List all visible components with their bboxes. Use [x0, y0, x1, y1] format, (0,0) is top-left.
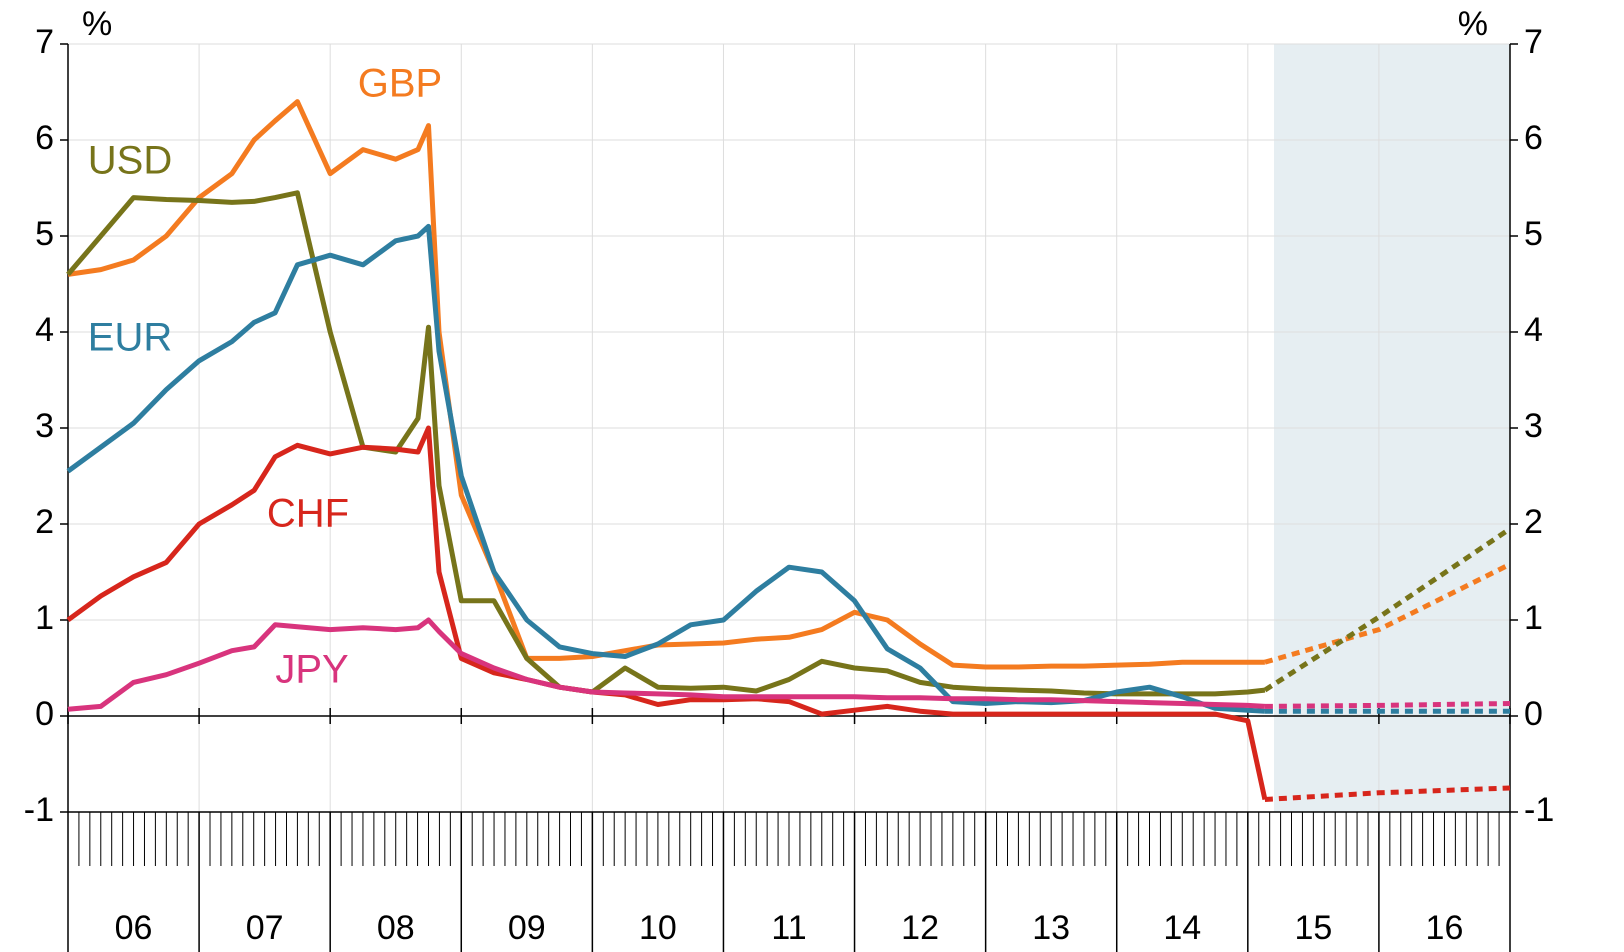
- y-tick-label: 3: [35, 407, 54, 445]
- x-tick-label: 16: [1426, 909, 1464, 947]
- y2-tick-label: 2: [1524, 503, 1543, 541]
- y-tick-label: 2: [35, 503, 54, 541]
- x-tick-label: 08: [377, 909, 415, 947]
- series-label: CHF: [267, 492, 349, 536]
- forecast-line: [1264, 562, 1512, 665]
- series-label: JPY: [275, 648, 348, 692]
- x-tick-label: 07: [246, 909, 284, 947]
- x-tick-label: 13: [1032, 909, 1070, 947]
- y-tick-label: 4: [35, 311, 54, 349]
- y-tick-label: 5: [35, 215, 54, 253]
- y-tick-label: 1: [35, 599, 54, 637]
- series-line: [66, 223, 1266, 714]
- series-line: [66, 425, 1268, 801]
- series-label: USD: [88, 139, 172, 183]
- forecast-line: [1264, 701, 1511, 709]
- x-tick-label: 11: [771, 909, 806, 947]
- y2-tick-label: 7: [1524, 23, 1543, 61]
- series-line: [67, 99, 1265, 670]
- forecast-line: [1263, 526, 1512, 693]
- y2-tick-label: 1: [1524, 599, 1543, 637]
- y2-tick-label: 0: [1524, 695, 1543, 733]
- y2-tick-label: 4: [1524, 311, 1543, 349]
- y-tick-label: -1: [24, 791, 54, 829]
- series-line: [67, 617, 1266, 712]
- forecast-line: [1264, 785, 1511, 802]
- series-label: EUR: [88, 316, 172, 360]
- y2-tick-label: 3: [1524, 407, 1543, 445]
- x-tick-label: 12: [901, 909, 939, 947]
- x-tick-label: 10: [639, 909, 677, 947]
- y-tick-label: 7: [35, 23, 54, 61]
- y2-tick-label: 6: [1524, 119, 1543, 157]
- y-unit-right: %: [1458, 5, 1488, 43]
- y2-tick-label: -1: [1524, 791, 1554, 829]
- series-line: [66, 190, 1266, 697]
- y2-tick-label: 5: [1524, 215, 1543, 253]
- x-tick-label: 09: [508, 909, 546, 947]
- series-label: GBP: [358, 62, 442, 106]
- x-tick-label: 15: [1294, 909, 1332, 947]
- y-tick-label: 0: [35, 695, 54, 733]
- y-unit-left: %: [82, 5, 112, 43]
- x-tick-label: 06: [115, 909, 153, 947]
- x-tick-label: 14: [1163, 909, 1201, 947]
- y-tick-label: 6: [35, 119, 54, 157]
